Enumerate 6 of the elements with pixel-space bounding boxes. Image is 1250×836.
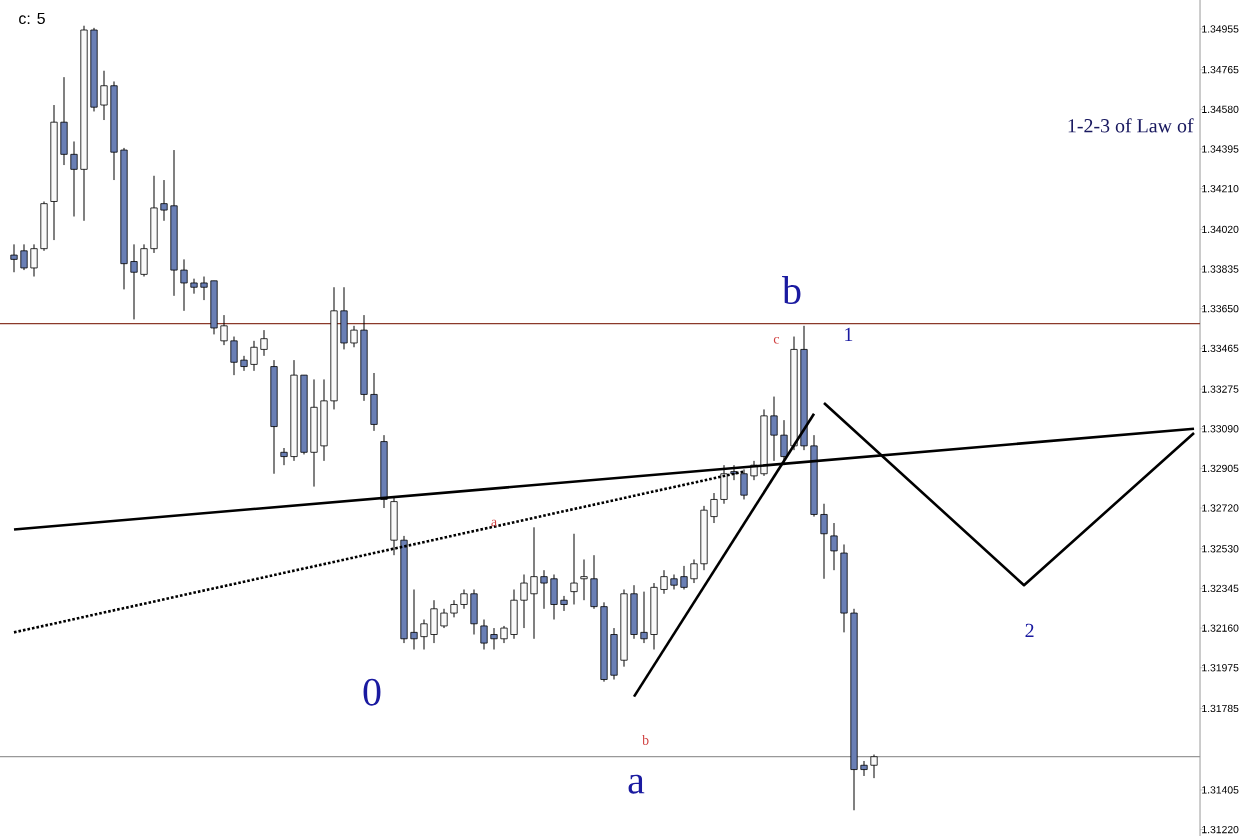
annotation: a	[628, 774, 645, 794]
annotation: 1-2-3 of Law of	[1068, 118, 1194, 133]
annotation: b	[782, 276, 801, 305]
annotation: 1	[845, 327, 853, 341]
annotation: 0	[363, 678, 381, 706]
annotation: 2	[1025, 623, 1034, 637]
